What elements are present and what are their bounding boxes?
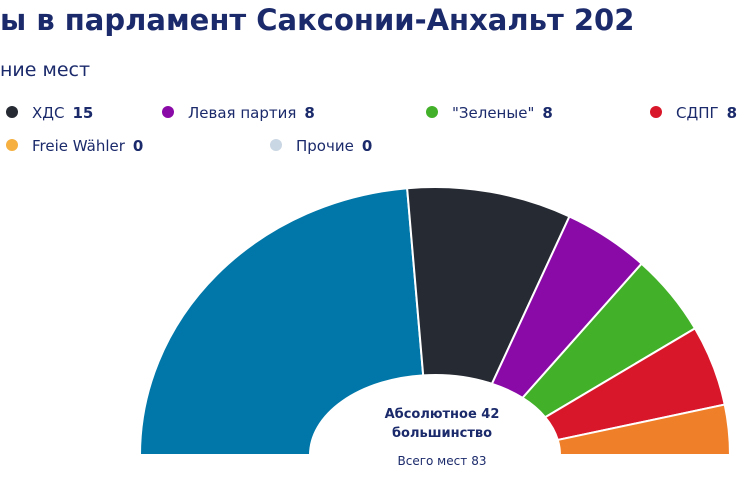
legend-swatch	[162, 106, 174, 118]
legend-label: СДПГ 8	[676, 104, 737, 122]
legend-swatch	[426, 106, 438, 118]
legend-value: 0	[133, 137, 143, 155]
legend-value: 8	[727, 104, 737, 122]
legend-swatch	[270, 139, 282, 151]
majority-value: 42	[477, 407, 500, 422]
legend-swatch	[650, 106, 662, 118]
legend-label: "Зеленые" 8	[452, 104, 553, 122]
legend-swatch	[6, 139, 18, 151]
legend-value: 0	[362, 137, 372, 155]
legend-name: Freie Wähler	[32, 137, 126, 155]
legend-name: "Зеленые"	[452, 104, 534, 122]
chart-title: ы в парламент Саксонии-Анхальт 202	[0, 3, 634, 37]
legend-value: 8	[542, 104, 552, 122]
legend-value: 15	[72, 104, 93, 122]
legend-name: Левая партия	[188, 104, 296, 122]
total-value: 83	[471, 454, 486, 468]
legend-name: ХДС	[32, 104, 64, 122]
legend-label: Левая партия 8	[188, 104, 315, 122]
legend-label: ХДС 15	[32, 104, 93, 122]
legend-name: Прочие	[296, 137, 354, 155]
total-text: Всего мест	[398, 454, 468, 468]
seat-segment	[556, 403, 732, 456]
seat-segment	[138, 187, 425, 456]
legend-swatch	[6, 106, 18, 118]
legend-label: Прочие 0	[296, 137, 372, 155]
majority-text: Абсолютное	[385, 407, 477, 422]
chart-subtitle: ние мест	[0, 59, 90, 81]
majority-text-line2: большинство	[392, 426, 492, 441]
legend-name: СДПГ	[676, 104, 719, 122]
total-label: Всего мест 83	[398, 454, 487, 468]
legend-value: 8	[304, 104, 314, 122]
majority-label: Абсолютное 42 большинство	[385, 407, 500, 441]
legend-label: Freie Wähler 0	[32, 137, 143, 155]
